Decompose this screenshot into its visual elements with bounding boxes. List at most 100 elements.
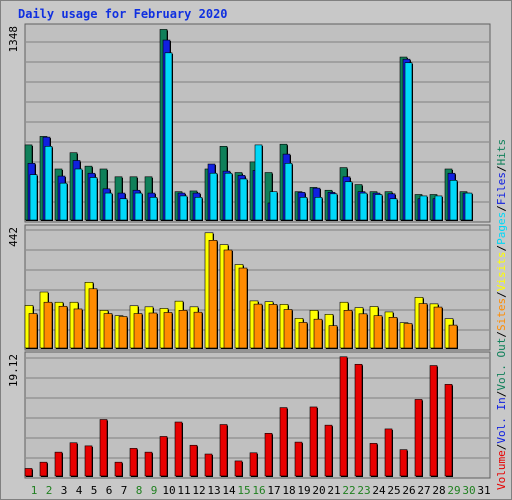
x-tick-label-26: 26 — [402, 484, 415, 497]
bar-sites-day-17 — [268, 304, 278, 349]
ymax-label: 442 — [7, 227, 20, 247]
bar-pages-day-6 — [104, 192, 113, 221]
bar-volume-day-9 — [144, 451, 153, 477]
x-tick-label-8: 8 — [136, 484, 143, 497]
bar-sites-day-8 — [133, 313, 143, 349]
bar-volume-day-26 — [399, 449, 408, 477]
bar-sites-day-11 — [178, 310, 188, 349]
legend-item-files: Files — [495, 172, 508, 205]
bar-pages-day-15 — [239, 178, 248, 221]
chart-title: Daily usage for February 2020 — [18, 7, 228, 21]
bar-volume-day-14 — [219, 424, 228, 477]
bar-volume-day-8 — [129, 448, 138, 477]
legend-separator: / — [495, 245, 508, 252]
x-tick-label-18: 18 — [282, 484, 295, 497]
bar-sites-day-7 — [118, 316, 128, 349]
x-tick-label-28: 28 — [432, 484, 445, 497]
legend-item-hits: Hits — [495, 139, 508, 166]
bar-pages-day-7 — [119, 198, 128, 221]
bar-sites-day-26 — [403, 323, 413, 349]
bar-pages-day-8 — [134, 192, 143, 221]
bar-sites-day-14 — [223, 249, 233, 349]
x-tick-label-13: 13 — [207, 484, 220, 497]
bar-pages-day-23 — [359, 192, 368, 221]
x-tick-label-29: 29 — [447, 484, 460, 497]
legend-item-pages: Pages — [495, 212, 508, 245]
bar-sites-day-16 — [253, 303, 263, 349]
x-tick-label-17: 17 — [267, 484, 280, 497]
legend-separator: / — [495, 331, 508, 338]
x-tick-label-5: 5 — [91, 484, 98, 497]
bar-pages-day-20 — [314, 197, 323, 221]
legend-item-vol-in: Vol. In — [495, 397, 508, 443]
bar-volume-day-1 — [24, 468, 33, 477]
bar-volume-day-7 — [114, 461, 123, 477]
bar-sites-day-19 — [298, 322, 308, 349]
legend-separator: / — [495, 165, 508, 172]
bar-volume-day-28 — [429, 365, 438, 477]
x-tick-label-2: 2 — [46, 484, 53, 497]
bar-pages-day-4 — [74, 168, 83, 221]
bar-pages-day-28 — [434, 195, 443, 221]
bar-pages-day-25 — [389, 198, 398, 221]
legend: Volume/Vol. In/Vol. Out/Sites/Visits/Pag… — [495, 139, 508, 490]
bar-sites-day-3 — [58, 305, 68, 349]
bar-volume-day-23 — [354, 363, 363, 477]
bar-volume-day-3 — [54, 451, 63, 477]
bar-sites-day-1 — [28, 313, 38, 349]
x-tick-label-11: 11 — [177, 484, 190, 497]
bar-pages-day-11 — [179, 195, 188, 221]
legend-item-vol-out: Vol. Out — [495, 338, 508, 391]
bar-sites-day-22 — [343, 310, 353, 349]
bar-volume-day-13 — [204, 453, 213, 477]
bar-pages-day-9 — [149, 197, 158, 221]
legend-item-visits: Visits — [495, 252, 508, 292]
bar-pages-day-1 — [29, 174, 38, 221]
bar-pages-day-16 — [254, 144, 263, 221]
bar-sites-day-13 — [208, 240, 218, 349]
bar-sites-day-20 — [313, 318, 323, 349]
bar-volume-day-25 — [384, 428, 393, 477]
x-tick-label-25: 25 — [387, 484, 400, 497]
x-tick-label-23: 23 — [357, 484, 370, 497]
bar-volume-day-19 — [294, 441, 303, 477]
bar-sites-day-25 — [388, 317, 398, 349]
x-tick-label-21: 21 — [327, 484, 340, 497]
x-tick-label-9: 9 — [151, 484, 158, 497]
x-tick-label-10: 10 — [162, 484, 175, 497]
bar-sites-day-2 — [43, 301, 53, 349]
ymax-label: 1348 — [7, 26, 20, 53]
bar-volume-day-12 — [189, 444, 198, 477]
x-tick-label-12: 12 — [192, 484, 205, 497]
x-tick-label-4: 4 — [76, 484, 83, 497]
x-tick-label-16: 16 — [252, 484, 265, 497]
x-tick-label-3: 3 — [61, 484, 68, 497]
x-tick-label-20: 20 — [312, 484, 325, 497]
x-tick-label-1: 1 — [31, 484, 38, 497]
x-tick-label-15: 15 — [237, 484, 250, 497]
x-tick-label-6: 6 — [106, 484, 113, 497]
bar-volume-day-15 — [234, 460, 243, 477]
panel-3 — [24, 351, 491, 479]
bar-volume-day-29 — [444, 384, 453, 477]
bar-sites-day-5 — [88, 288, 98, 349]
panel-1 — [24, 23, 491, 223]
bar-pages-day-24 — [374, 194, 383, 221]
bar-pages-day-18 — [284, 163, 293, 221]
bar-volume-day-27 — [414, 399, 423, 477]
bar-pages-day-13 — [209, 172, 218, 221]
bar-volume-day-24 — [369, 443, 378, 477]
bar-sites-day-23 — [358, 313, 368, 349]
bar-sites-day-15 — [238, 267, 248, 349]
legend-separator: / — [495, 444, 508, 451]
bar-sites-day-24 — [373, 315, 383, 349]
bar-volume-day-2 — [39, 461, 48, 477]
bar-sites-day-10 — [163, 312, 173, 349]
legend-item-volume: Volume — [495, 450, 508, 490]
legend-separator: / — [495, 291, 508, 298]
bar-sites-day-18 — [283, 309, 293, 349]
x-tick-label-7: 7 — [121, 484, 128, 497]
bar-volume-day-22 — [339, 356, 348, 477]
bar-pages-day-26 — [404, 62, 413, 221]
